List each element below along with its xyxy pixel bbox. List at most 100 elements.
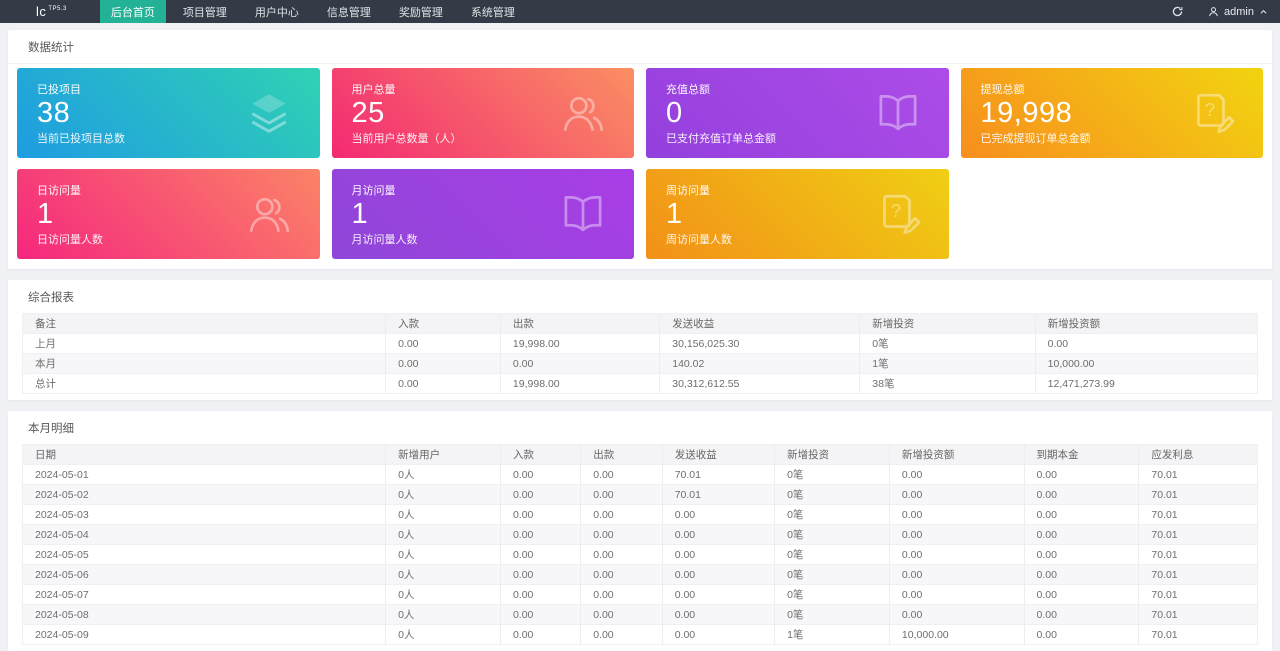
table-cell: 0.00 <box>889 525 1024 545</box>
table-cell: 0.00 <box>581 505 663 525</box>
table-cell: 70.01 <box>662 485 774 505</box>
column-header: 新增投资额 <box>1035 314 1257 334</box>
nav-item-project[interactable]: 项目管理 <box>172 0 238 23</box>
table-cell: 0.00 <box>889 465 1024 485</box>
nav-item-user-center[interactable]: 用户中心 <box>244 0 310 23</box>
table-cell: 70.01 <box>1139 505 1258 525</box>
app-root: lcTP5.3 后台首页项目管理用户中心信息管理奖励管理系统管理 <box>0 0 1280 651</box>
user-icon <box>1208 6 1219 17</box>
svg-text:?: ? <box>890 200 900 221</box>
column-header: 新增投资额 <box>889 445 1024 465</box>
nav-item-system[interactable]: 系统管理 <box>460 0 526 23</box>
table-cell: 0笔 <box>775 505 890 525</box>
table-cell: 总计 <box>23 374 386 394</box>
stats-section-title: 数据统计 <box>8 30 1272 64</box>
table-cell: 0笔 <box>775 465 890 485</box>
table-cell: 0.00 <box>1024 545 1139 565</box>
stat-card-4: 日访问量1日访问量人数 <box>17 169 320 259</box>
user-menu[interactable]: admin <box>1208 6 1268 18</box>
table-cell: 0笔 <box>775 545 890 565</box>
nav-item-home[interactable]: 后台首页 <box>100 0 166 23</box>
column-header: 入款 <box>500 445 580 465</box>
table-cell: 2024-05-07 <box>23 585 386 605</box>
file-edit-icon: ? <box>1187 88 1237 138</box>
column-header: 发送收益 <box>660 314 860 334</box>
table-cell: 0.00 <box>889 545 1024 565</box>
table-cell: 0.00 <box>662 625 774 645</box>
table-cell: 0.00 <box>500 485 580 505</box>
table-cell: 0.00 <box>662 525 774 545</box>
table-row: 本月0.000.00140.021笔10,000.00 <box>23 354 1258 374</box>
table-cell: 2024-05-02 <box>23 485 386 505</box>
app-logo[interactable]: lcTP5.3 <box>0 0 97 23</box>
table-row: 2024-05-040人0.000.000.000笔0.000.0070.01 <box>23 525 1258 545</box>
table-cell: 0.00 <box>581 565 663 585</box>
table-cell: 0.00 <box>889 605 1024 625</box>
column-header: 入款 <box>386 314 501 334</box>
table-cell: 0.00 <box>581 485 663 505</box>
nav-item-info[interactable]: 信息管理 <box>316 0 382 23</box>
users-icon <box>558 88 608 138</box>
stat-card-3: 提现总额19,998已完成提现订单总金额? <box>961 68 1264 158</box>
table-header-row: 日期新增用户入款出款发送收益新增投资新增投资额到期本金应发利息 <box>23 445 1258 465</box>
stat-cards-grid: 已投项目38当前已投项目总数用户总量25当前用户总数量（人）充值总额0已支付充值… <box>8 64 1272 269</box>
table-cell: 0笔 <box>775 525 890 545</box>
table-row: 2024-05-070人0.000.000.000笔0.000.0070.01 <box>23 585 1258 605</box>
table-cell: 2024-05-01 <box>23 465 386 485</box>
stat-card-6: 周访问量1周访问量人数? <box>646 169 949 259</box>
table-cell: 0.00 <box>1024 525 1139 545</box>
table-cell: 0.00 <box>1035 334 1257 354</box>
top-navbar: lcTP5.3 后台首页项目管理用户中心信息管理奖励管理系统管理 <box>0 0 1280 23</box>
table-row: 2024-05-080人0.000.000.000笔0.000.0070.01 <box>23 605 1258 625</box>
table-cell: 0.00 <box>662 545 774 565</box>
table-cell: 0.00 <box>581 585 663 605</box>
table-cell: 0.00 <box>386 374 501 394</box>
report-table-wrap: 备注入款出款发送收益新增投资新增投资额上月0.0019,998.0030,156… <box>8 313 1272 400</box>
svg-text:?: ? <box>1205 99 1215 120</box>
table-cell: 2024-05-09 <box>23 625 386 645</box>
column-header: 日期 <box>23 445 386 465</box>
table-cell: 70.01 <box>1139 465 1258 485</box>
table-cell: 0.00 <box>500 465 580 485</box>
table-row: 总计0.0019,998.0030,312,612.5538笔12,471,27… <box>23 374 1258 394</box>
layers-icon <box>244 88 294 138</box>
table-cell: 2024-05-08 <box>23 605 386 625</box>
table-cell: 0.00 <box>662 605 774 625</box>
table-cell: 70.01 <box>1139 485 1258 505</box>
table-cell: 70.01 <box>1139 605 1258 625</box>
table-cell: 0.00 <box>581 465 663 485</box>
table-cell: 30,156,025.30 <box>660 334 860 354</box>
table-cell: 本月 <box>23 354 386 374</box>
table-row: 2024-05-050人0.000.000.000笔0.000.0070.01 <box>23 545 1258 565</box>
table-row: 2024-05-090人0.000.000.001笔10,000.000.007… <box>23 625 1258 645</box>
table-cell: 0.00 <box>500 505 580 525</box>
table-cell: 0笔 <box>775 605 890 625</box>
table-cell: 0人 <box>386 505 501 525</box>
stats-panel: 数据统计 已投项目38当前已投项目总数用户总量25当前用户总数量（人）充值总额0… <box>8 30 1272 269</box>
table-cell: 0.00 <box>1024 485 1139 505</box>
table-cell: 2024-05-05 <box>23 545 386 565</box>
table-cell: 0.00 <box>386 334 501 354</box>
report-section-title: 综合报表 <box>8 280 1272 313</box>
table-cell: 70.01 <box>1139 585 1258 605</box>
refresh-button[interactable] <box>1171 5 1184 18</box>
table-cell: 2024-05-03 <box>23 505 386 525</box>
table-cell: 0.00 <box>1024 605 1139 625</box>
table-cell: 0人 <box>386 605 501 625</box>
stat-card-1: 用户总量25当前用户总数量（人） <box>332 68 635 158</box>
data-table: 日期新增用户入款出款发送收益新增投资新增投资额到期本金应发利息2024-05-0… <box>22 444 1258 645</box>
username: admin <box>1224 6 1254 18</box>
table-cell: 0人 <box>386 525 501 545</box>
table-cell: 2024-05-04 <box>23 525 386 545</box>
table-cell: 0.00 <box>500 354 659 374</box>
logo-version: TP5.3 <box>48 6 67 12</box>
detail-table-wrap: 日期新增用户入款出款发送收益新增投资新增投资额到期本金应发利息2024-05-0… <box>8 444 1272 651</box>
nav-item-reward[interactable]: 奖励管理 <box>388 0 454 23</box>
stat-card-0: 已投项目38当前已投项目总数 <box>17 68 320 158</box>
table-row: 2024-05-010人0.000.0070.010笔0.000.0070.01 <box>23 465 1258 485</box>
stat-card-2: 充值总额0已支付充值订单总金额 <box>646 68 949 158</box>
table-cell: 上月 <box>23 334 386 354</box>
page-content: 数据统计 已投项目38当前已投项目总数用户总量25当前用户总数量（人）充值总额0… <box>0 23 1280 651</box>
table-cell: 0.00 <box>581 545 663 565</box>
table-row: 2024-05-060人0.000.000.000笔0.000.0070.01 <box>23 565 1258 585</box>
